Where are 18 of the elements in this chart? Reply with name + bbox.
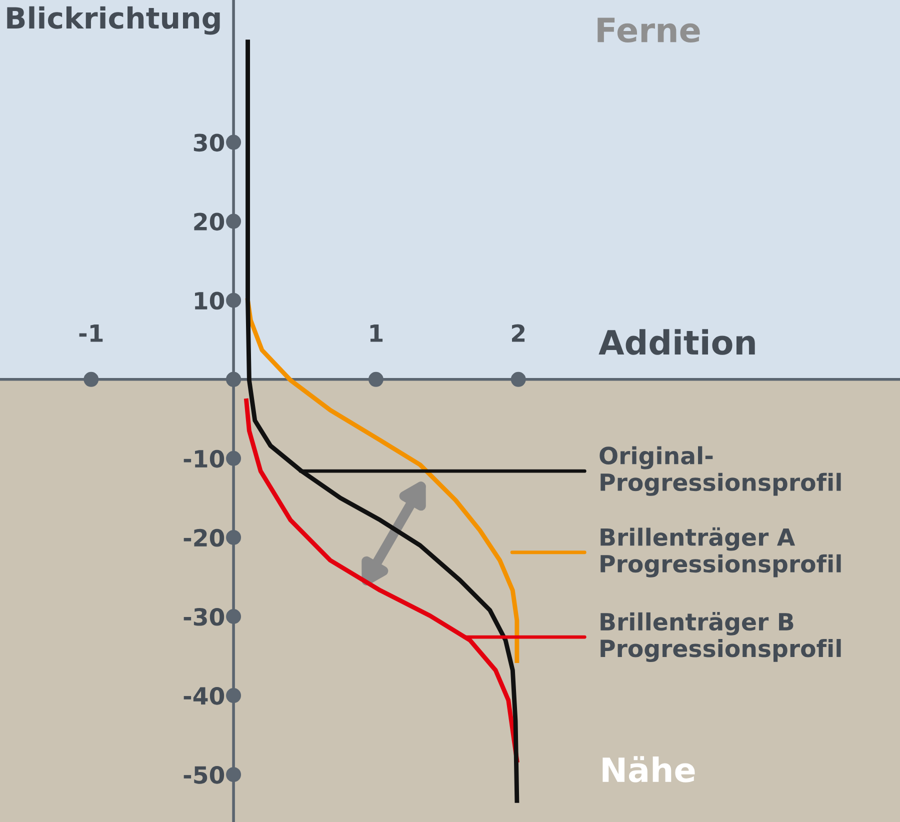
x-tick-label: -1 [79, 324, 103, 342]
y-tick-label: -10 [184, 450, 224, 468]
band-label: Nähe [602, 756, 695, 782]
x-tick-label: 1 [370, 324, 383, 342]
band-label: Ferne [598, 18, 700, 43]
y-axis-title: Blickrichtung [7, 6, 220, 35]
y-tick-label: 20 [194, 212, 224, 231]
annotation: Brillenträger A Progressionsprofil [600, 527, 841, 578]
y-tick-label: -40 [184, 686, 224, 705]
annotation: Original- Progressionsprofil [600, 446, 841, 496]
y-tick-label: -20 [184, 528, 224, 547]
y-tick-label: -30 [184, 608, 224, 626]
y-tick-label: -50 [184, 766, 224, 784]
annotation: Brillenträger B Progressionsprofil [600, 612, 841, 662]
x-axis-title: Addition [598, 329, 755, 355]
y-tick-label: 30 [194, 134, 224, 152]
x-tick-label: 2 [512, 324, 525, 342]
y-tick-label: 10 [195, 292, 224, 310]
